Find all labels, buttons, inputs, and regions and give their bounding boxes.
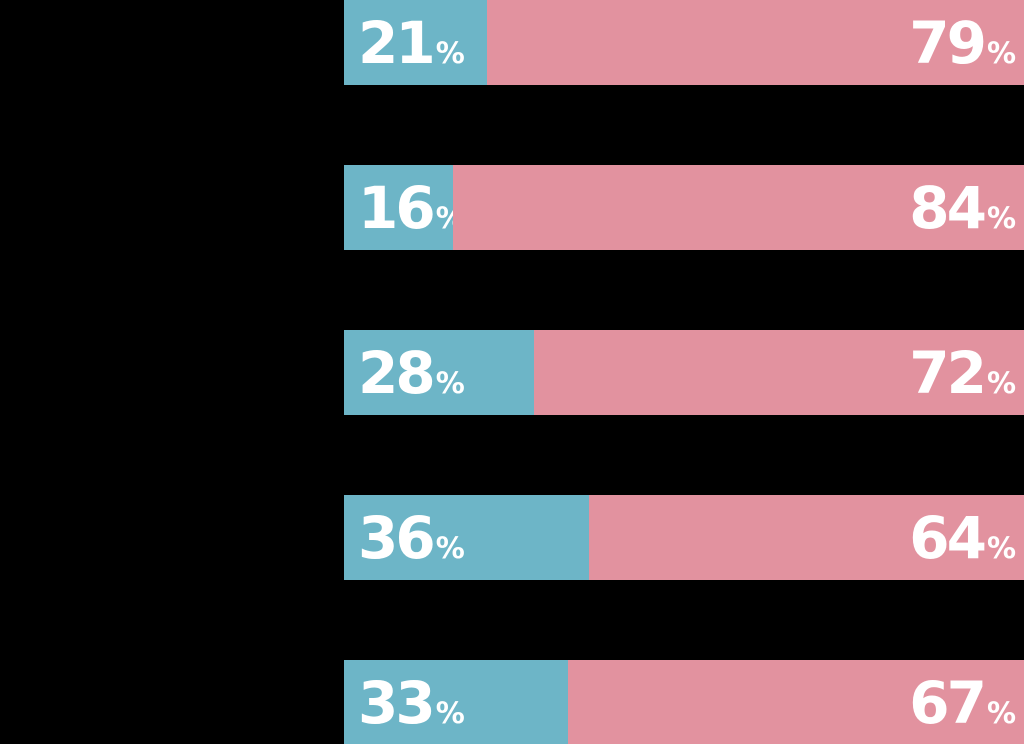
percent-sign: % (986, 365, 1016, 400)
percent-sign: % (986, 200, 1016, 235)
bars-area: 21%79%16%84%28%72%36%64%33%67% (344, 0, 1024, 744)
percent-sign: % (986, 35, 1016, 70)
value-label-right: 64% (909, 509, 1016, 567)
value-label-left: 28% (358, 344, 465, 402)
value-label-right: 79% (909, 14, 1016, 72)
percent-sign: % (986, 695, 1016, 730)
bar-segment-right: 72% (534, 330, 1024, 415)
value-number: 16 (358, 173, 436, 242)
value-number: 67 (909, 668, 987, 737)
percent-sign: % (435, 35, 465, 70)
bar-segment-left: 33% (344, 660, 569, 744)
value-number: 33 (358, 668, 436, 737)
percent-sign: % (435, 695, 465, 730)
bar-row: 28% 72% (344, 330, 1024, 415)
value-number: 36 (358, 503, 436, 572)
label-column (0, 0, 344, 744)
bar-row: 21% 79% (344, 0, 1024, 85)
bar-row: 36% 64% (344, 495, 1024, 580)
percent-sign: % (986, 530, 1016, 565)
percent-sign: % (435, 365, 465, 400)
bar-segment-right: 79% (486, 0, 1024, 85)
value-label-right: 84% (909, 179, 1016, 237)
value-number: 64 (909, 503, 987, 572)
value-label-left: 33% (358, 674, 465, 732)
bar-row: 33% 67% (344, 660, 1024, 744)
value-label-left: 36% (358, 509, 465, 567)
value-number: 84 (909, 173, 987, 242)
bar-segment-left: 21% (344, 0, 487, 85)
value-label-right: 67% (909, 674, 1016, 732)
value-number: 72 (909, 338, 987, 407)
value-number: 21 (358, 8, 436, 77)
value-number: 28 (358, 338, 436, 407)
bar-segment-right: 64% (588, 495, 1024, 580)
value-label-right: 72% (909, 344, 1016, 402)
bar-segment-right: 67% (568, 660, 1024, 744)
bar-segment-left: 36% (344, 495, 589, 580)
value-number: 79 (909, 8, 987, 77)
percent-sign: % (436, 201, 453, 235)
bar-segment-left: 16% (344, 165, 453, 250)
percent-sign: % (435, 530, 465, 565)
bar-row: 16%84% (344, 165, 1024, 250)
bar-segment-left: 28% (344, 330, 535, 415)
value-label-left: 21% (358, 14, 465, 72)
bar-segment-right: 84% (452, 165, 1024, 250)
value-label-left: 16% (358, 179, 453, 237)
